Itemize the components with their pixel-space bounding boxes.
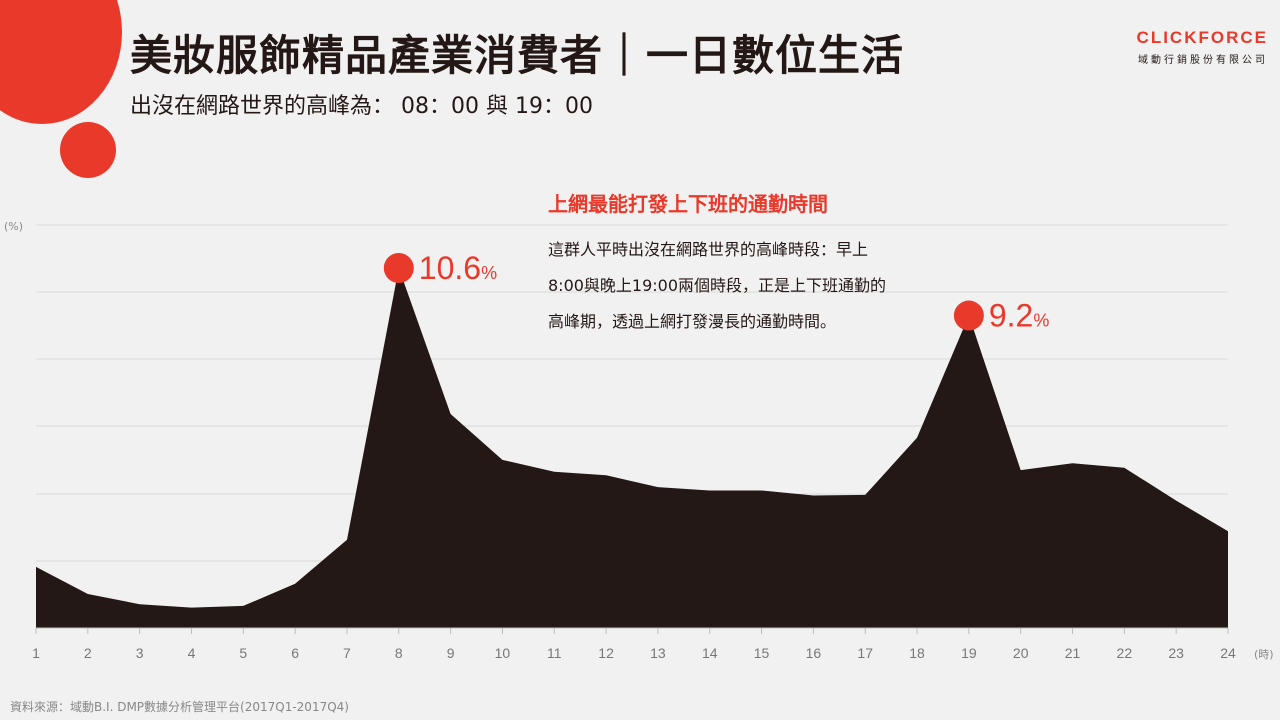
- chart-data-label: 9.2%: [989, 298, 1050, 334]
- callout-title: 上網最能打發上下班的通勤時間: [548, 192, 828, 216]
- chart-x-tick-label: 12: [598, 645, 614, 661]
- chart-x-tick-label: 14: [702, 645, 718, 661]
- chart-x-tick-label: 7: [343, 645, 351, 661]
- chart-y-axis-label: (%): [4, 220, 23, 233]
- brand-logo: CLICKFORCE 域動行銷股份有限公司: [1118, 28, 1268, 66]
- data-source-note: 資料來源：域動B.I. DMP數據分析管理平台(2017Q1-2017Q4): [10, 700, 349, 714]
- callout-body: 這群人平時出沒在網路世界的高峰時段：早上8:00與晚上19:00兩個時段，正是上…: [548, 240, 887, 331]
- chart-x-tick-label: 16: [806, 645, 822, 661]
- chart-x-tick-label: 4: [188, 645, 196, 661]
- decorative-circle-small: [60, 122, 116, 178]
- chart-x-tick-label: 24: [1220, 645, 1236, 661]
- chart-x-ticks: [35, 628, 1229, 634]
- chart-x-tick-label: 5: [239, 645, 247, 661]
- chart-x-tick-label: 20: [1013, 645, 1029, 661]
- chart-annotations: 10.6% 9.2%: [383, 250, 1050, 334]
- chart-x-tick-label: 8: [395, 645, 403, 661]
- chart-x-tick-label: 19: [961, 645, 977, 661]
- chart-data-label: 10.6%: [419, 250, 497, 286]
- page-title: 美妝服飾精品產業消費者｜一日數位生活: [130, 31, 905, 80]
- chart-x-tick-labels: 1 2 3 4 5 6 7 8 9 10 11 12 13 14 15 16 17 18 19 20 21 22 23 24: [32, 645, 1236, 661]
- chart-x-tick-label: 13: [650, 645, 666, 661]
- chart-x-tick-label: 11: [547, 645, 562, 661]
- chart-peak-marker: [953, 300, 984, 331]
- chart-x-tick-label: 9: [447, 645, 455, 661]
- chart-x-tick-label: 17: [857, 645, 873, 661]
- chart-x-tick-label: 23: [1168, 645, 1184, 661]
- chart-area-series: [36, 268, 1228, 628]
- logo-name: CLICKFORCE: [1136, 28, 1268, 47]
- chart-x-tick-label: 6: [291, 645, 299, 661]
- page-subtitle: 出沒在網路世界的高峰為： 08：00 與 19：00: [130, 94, 593, 119]
- chart-x-tick-label: 21: [1065, 645, 1081, 661]
- chart-x-axis-label: (時): [1254, 648, 1274, 661]
- chart-x-tick-label: 1: [32, 645, 40, 661]
- chart-x-tick-label: 22: [1117, 645, 1133, 661]
- chart-x-tick-label: 10: [495, 645, 511, 661]
- chart-x-tick-label: 15: [754, 645, 770, 661]
- chart-x-tick-label: 18: [909, 645, 925, 661]
- chart-peak-marker: [383, 253, 414, 283]
- chart-x-tick-label: 3: [136, 645, 144, 661]
- logo-tagline: 域動行銷股份有限公司: [1138, 55, 1268, 66]
- chart-x-tick-label: 2: [84, 645, 92, 661]
